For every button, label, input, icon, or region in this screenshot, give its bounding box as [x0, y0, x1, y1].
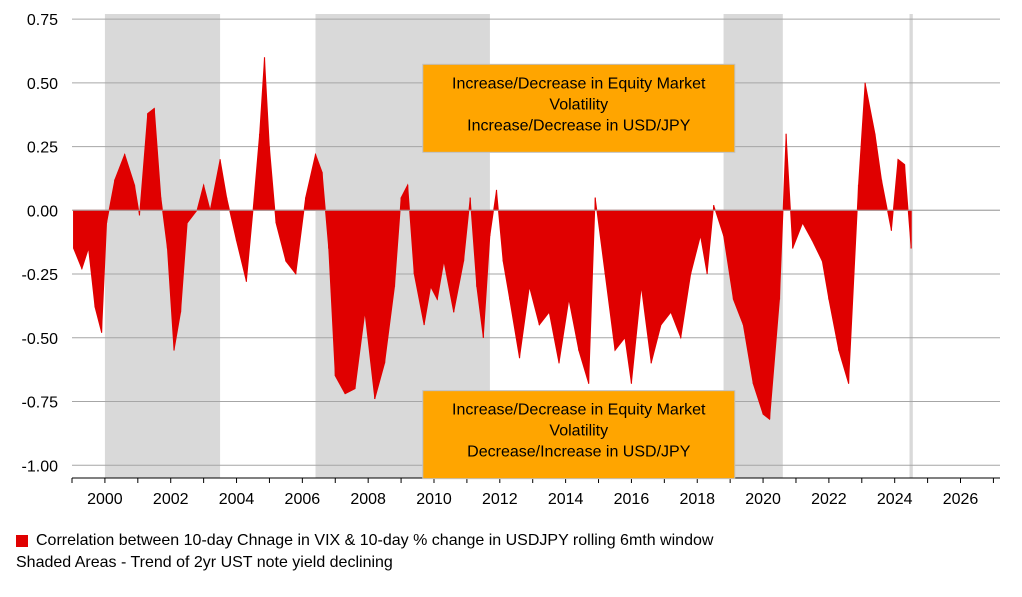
annotation-box-upper — [422, 63, 736, 153]
x-tick-label: 2018 — [679, 491, 715, 508]
y-tick-label: -0.50 — [22, 331, 59, 348]
y-tick-label: 0.00 — [27, 203, 58, 220]
annotation-text-upper: Increase/Decrease in USD/JPY — [467, 117, 691, 134]
annotation-box-lower — [422, 390, 736, 480]
legend-item-series: Correlation between 10-day Chnage in VIX… — [16, 530, 1006, 552]
x-tick-label: 2006 — [285, 491, 321, 508]
x-tick-label: 2002 — [153, 491, 189, 508]
legend-item-shaded: Shaded Areas - Trend of 2yr UST note yie… — [16, 552, 1006, 574]
x-tick-label: 2008 — [350, 491, 386, 508]
shaded-region-0 — [104, 14, 221, 478]
y-tick-label: 0.50 — [27, 76, 58, 93]
x-tick-label: 2016 — [614, 491, 650, 508]
x-tick-label: 2020 — [745, 491, 781, 508]
y-tick-label: -0.25 — [22, 267, 59, 284]
x-tick-label: 2004 — [219, 491, 255, 508]
x-tick-label: 2012 — [482, 491, 518, 508]
annotation-text-upper: Volatility — [549, 96, 608, 113]
legend: Correlation between 10-day Chnage in VIX… — [16, 530, 1006, 574]
annotation-text-lower: Volatility — [549, 423, 608, 440]
y-tick-label: -1.00 — [22, 458, 59, 475]
y-tick-label: -0.75 — [22, 395, 59, 412]
annotation-text-lower: Increase/Decrease in Equity Market — [452, 402, 706, 419]
chart-canvas: -1.00 -0.75 -0.50 -0.25 0.00 0.25 0.50 0.75 2000… — [22, 12, 1000, 508]
x-tick-label: 2014 — [548, 491, 584, 508]
x-tick-label: 2022 — [811, 491, 847, 508]
data-layer — [73, 57, 912, 421]
x-tick-label: 2026 — [943, 491, 979, 508]
annotation-text-lower: Decrease/Increase in USD/JPY — [467, 444, 691, 461]
legend-swatch-series — [16, 535, 28, 547]
legend-label-series: Correlation between 10-day Chnage in VIX… — [36, 532, 714, 549]
x-tick-label: 2024 — [877, 491, 913, 508]
annotation-text-upper: Increase/Decrease in Equity Market — [452, 75, 706, 92]
y-tick-label: 0.25 — [27, 140, 58, 157]
x-tick-label: 2000 — [87, 491, 123, 508]
x-tick-label: 2010 — [416, 491, 452, 508]
annotations-layer: Increase/Decrease in Equity Market Volati… — [422, 63, 736, 480]
legend-label-shaded: Shaded Areas - Trend of 2yr UST note yie… — [16, 554, 393, 571]
y-tick-label: 0.75 — [27, 12, 58, 29]
